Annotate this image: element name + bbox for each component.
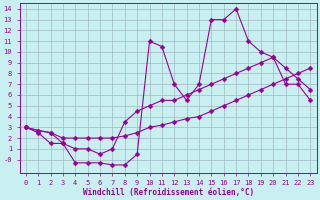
- X-axis label: Windchill (Refroidissement éolien,°C): Windchill (Refroidissement éolien,°C): [83, 188, 254, 197]
